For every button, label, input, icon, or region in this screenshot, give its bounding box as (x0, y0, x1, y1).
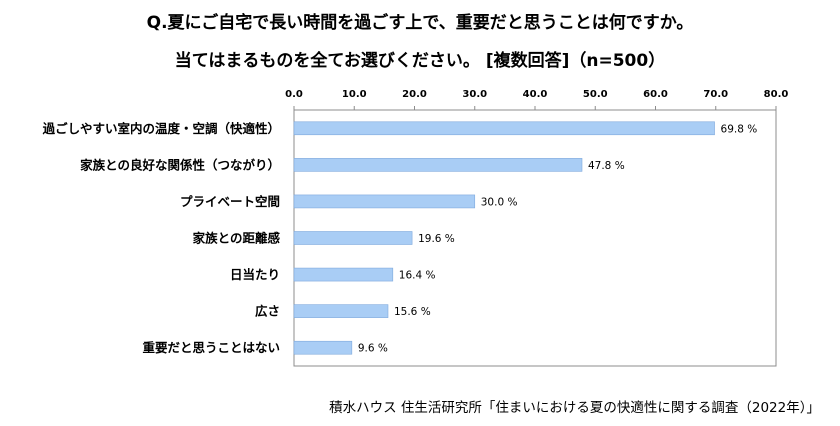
category-label: 過ごしやすい室内の温度・空調（快適性） (42, 121, 280, 136)
x-tick-label: 70.0 (703, 89, 728, 100)
category-label: 重要だと思うことはない (142, 340, 280, 355)
data-label: 19.6 % (418, 233, 455, 245)
data-label: 30.0 % (481, 196, 518, 208)
category-label: 日当たり (230, 267, 280, 282)
x-tick-label: 30.0 (462, 89, 487, 100)
bar (293, 158, 583, 172)
data-label: 47.8 % (588, 160, 625, 172)
chart-title-line-2: 当てはまるものを全てお選びください。 [複数回答]（n=500） (174, 51, 666, 71)
category-label: 家族との距離感 (193, 231, 281, 246)
x-tick-label: 0.0 (285, 89, 303, 100)
x-tick-label: 80.0 (764, 89, 789, 100)
x-tick-label: 40.0 (523, 89, 548, 100)
bar (293, 267, 394, 282)
bar (293, 121, 715, 136)
category-label: プライベート空間 (180, 194, 280, 209)
x-tick-label: 10.0 (342, 89, 367, 100)
x-tick-label: 50.0 (583, 89, 608, 100)
bar (293, 231, 413, 245)
x-tick-label: 20.0 (402, 89, 427, 100)
bar (293, 304, 389, 318)
category-label: 広さ (255, 304, 280, 319)
source-note: 積水ハウス 住生活研究所「住まいにおける夏の快適性に関する調査（2022年）」 (329, 400, 820, 416)
data-label: 69.8 % (721, 123, 758, 135)
chart-title-line-1: Q.夏にご自宅で長い時間を過ごす上で、重要だと思うことは何ですか。 (146, 13, 694, 33)
data-label: 16.4 % (399, 270, 436, 282)
category-label: 家族との良好な関係性（つながり） (80, 157, 280, 172)
x-tick-label: 60.0 (643, 89, 668, 100)
data-label: 9.6 % (358, 343, 388, 355)
bar (293, 340, 353, 355)
data-label: 15.6 % (394, 306, 431, 318)
bar (293, 194, 476, 209)
